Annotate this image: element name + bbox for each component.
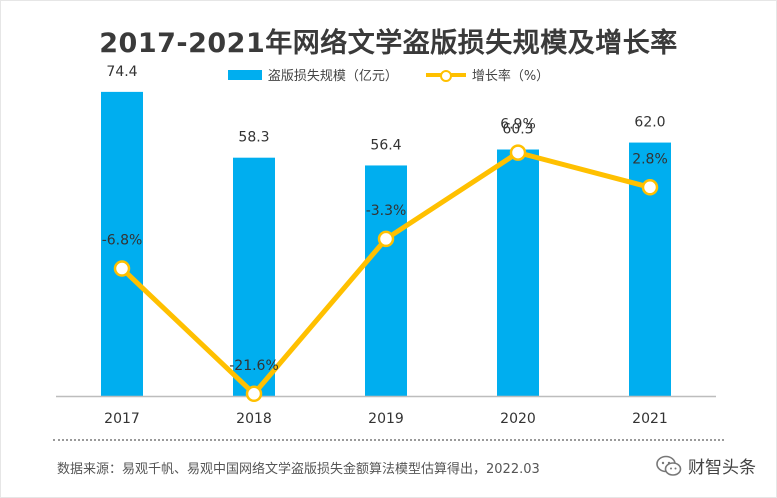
legend-bar-label: 盗版损失规模（亿元）: [267, 69, 398, 84]
divider: [53, 439, 724, 441]
x-tick-label-2019: 2019: [368, 411, 404, 427]
source-note: 数据来源：易观千帆、易观中国网络文学盗版损失金额算法模型估算得出，2022.03: [57, 462, 540, 477]
bar-label-2021: 62.0: [634, 115, 665, 131]
line-label-2017: -6.8%: [102, 233, 143, 249]
line-label-2020: 6.9%: [500, 117, 536, 133]
bar-2018: [233, 157, 275, 396]
watermark: 财智头条: [656, 453, 756, 478]
chart-plot-area: 74.4 58.3 56.4 60.3 62.0 2017 2018 2019 2020 2021…: [56, 64, 716, 427]
line-label-2018: -21.6%: [229, 358, 279, 374]
x-tick-label-2017: 2017: [104, 411, 140, 427]
line-point-2018: [245, 385, 263, 403]
x-tick-label-2018: 2018: [236, 411, 272, 427]
bar-label-2019: 56.4: [370, 137, 401, 153]
line-label-2021: 2.8%: [632, 151, 668, 167]
chart-title: 2017-2021年网络文学盗版损失规模及增长率: [99, 28, 678, 59]
line-point-2019: [377, 230, 395, 248]
bar-label-2017: 74.4: [106, 64, 137, 80]
legend: 盗版损失规模（亿元） 增长率（%）: [1, 65, 776, 84]
legend-bar-swatch: [227, 69, 262, 80]
bar-label-2018: 58.3: [238, 130, 269, 146]
line-point-2021: [641, 179, 659, 196]
bar-label-2020: 60.3: [502, 122, 533, 138]
line-point-2020: [509, 144, 527, 161]
x-tick-label-2021: 2021: [632, 411, 668, 427]
line-point-2017: [113, 260, 131, 277]
x-tick-label-2020: 2020: [500, 411, 536, 427]
legend-line-label: 增长率（%）: [471, 69, 550, 84]
watermark-text: 财智头条: [688, 458, 756, 478]
bar-2020: [497, 149, 539, 396]
bar-2019: [365, 165, 407, 396]
bar-2017: [101, 91, 143, 397]
legend-item-line: 增长率（%）: [425, 65, 550, 84]
legend-line-swatch: [425, 69, 466, 82]
line-label-2019: -3.3%: [366, 203, 407, 219]
legend-item-bar: 盗版损失规模（亿元）: [227, 65, 398, 84]
wechat-icon: [656, 455, 682, 476]
